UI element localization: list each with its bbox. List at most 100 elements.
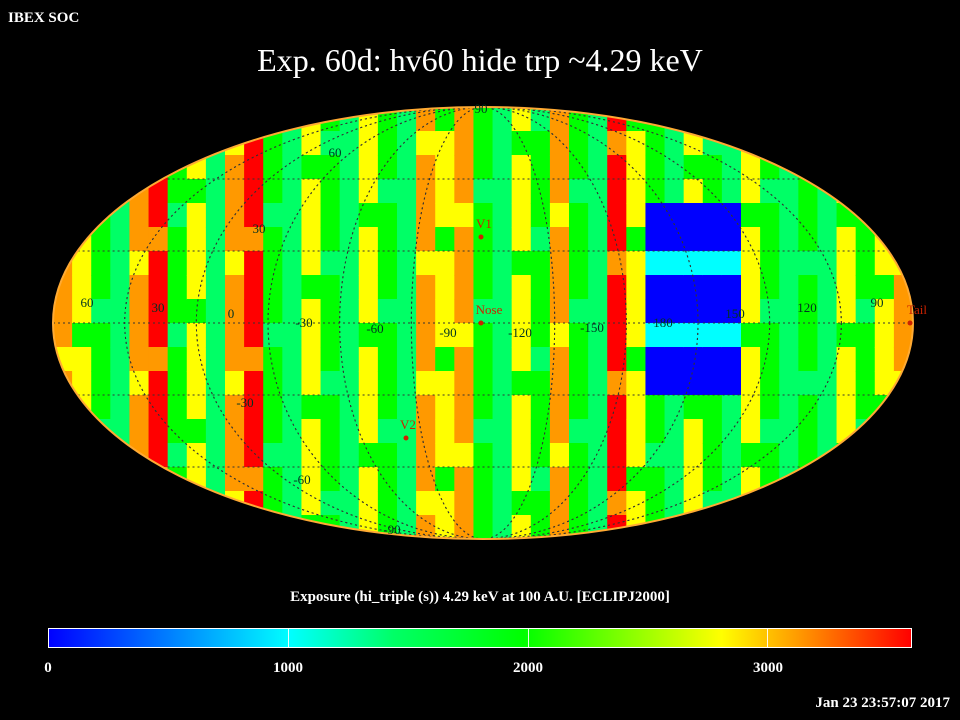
exposure-cell — [626, 395, 646, 420]
exposure-cell — [893, 155, 913, 180]
exposure-cell — [473, 275, 494, 300]
colorbar-tick — [527, 629, 529, 647]
exposure-cell — [645, 323, 666, 348]
grid-label: 150 — [725, 306, 745, 321]
exposure-cell — [549, 467, 570, 492]
exposure-cell — [282, 203, 302, 228]
exposure-cell — [721, 467, 742, 492]
exposure-cell — [167, 179, 188, 204]
exposure-cell — [511, 395, 532, 420]
exposure-cell — [416, 131, 436, 156]
grid-label: 30 — [152, 300, 165, 315]
exposure-cell — [569, 323, 589, 348]
exposure-cell — [511, 491, 532, 516]
exposure-cell — [339, 443, 360, 468]
exposure-cell — [798, 131, 818, 156]
exposure-cell — [416, 467, 436, 492]
exposure-cell — [588, 395, 608, 420]
exposure-cell — [416, 275, 436, 300]
exposure-cell — [320, 419, 341, 444]
exposure-cell — [607, 299, 627, 324]
exposure-cell — [473, 227, 494, 252]
exposure-cell — [530, 323, 551, 348]
exposure-cell — [530, 131, 551, 156]
exposure-cell — [186, 275, 207, 300]
exposure-cell — [511, 203, 532, 228]
exposure-cell — [855, 371, 876, 396]
exposure-cell — [129, 371, 150, 396]
exposure-cell — [454, 179, 474, 204]
exposure-cell — [358, 203, 379, 228]
exposure-cell — [645, 227, 666, 252]
exposure-cell — [645, 443, 666, 468]
exposure-cell — [549, 203, 570, 228]
exposure-cell — [320, 347, 341, 372]
exposure-cell — [225, 491, 245, 516]
exposure-cell — [549, 131, 570, 156]
exposure-cell — [167, 203, 188, 228]
exposure-cell — [53, 131, 73, 156]
exposure-cell — [588, 107, 608, 132]
grid-label: 60 — [81, 295, 94, 310]
exposure-cell — [741, 443, 761, 468]
exposure-cell — [110, 467, 130, 492]
exposure-cell — [263, 251, 283, 276]
exposure-cell — [721, 155, 742, 180]
exposure-cell — [569, 131, 589, 156]
exposure-cell — [645, 371, 666, 396]
exposure-cell — [129, 347, 150, 372]
exposure-cell — [855, 107, 876, 132]
exposure-cell — [358, 347, 379, 372]
exposure-cell — [626, 299, 646, 324]
exposure-cell — [549, 227, 570, 252]
exposure-cell — [110, 347, 130, 372]
exposure-cell — [492, 323, 513, 348]
exposure-cell — [855, 275, 876, 300]
exposure-cell — [645, 299, 666, 324]
exposure-cell — [339, 203, 360, 228]
exposure-cell — [492, 155, 513, 180]
exposure-cell — [339, 251, 360, 276]
exposure-cell — [454, 155, 474, 180]
exposure-cell — [167, 227, 188, 252]
exposure-cell — [263, 395, 283, 420]
exposure-cell — [320, 515, 341, 539]
exposure-cell — [263, 515, 283, 539]
exposure-cell — [607, 491, 627, 516]
exposure-cell — [836, 347, 857, 372]
exposure-cell — [664, 323, 685, 348]
header-label: IBEX SOC — [8, 10, 80, 26]
exposure-cell — [72, 323, 92, 348]
exposure-cell — [492, 131, 513, 156]
exposure-cell — [645, 467, 666, 492]
exposure-cell — [492, 203, 513, 228]
exposure-cell — [148, 395, 169, 420]
exposure-cell — [148, 515, 169, 539]
exposure-cell — [741, 515, 761, 539]
exposure-cell — [779, 179, 799, 204]
exposure-cell — [760, 251, 780, 276]
exposure-cell — [397, 467, 417, 492]
exposure-cell — [760, 347, 780, 372]
exposure-cell — [779, 443, 799, 468]
exposure-cell — [91, 515, 111, 539]
exposure-cell — [473, 179, 494, 204]
exposure-cell — [301, 179, 322, 204]
exposure-cell — [683, 347, 704, 372]
exposure-cell — [416, 179, 436, 204]
exposure-cell — [721, 227, 742, 252]
exposure-cell — [874, 107, 895, 132]
exposure-cell — [836, 515, 857, 539]
exposure-cell — [225, 179, 245, 204]
exposure-cell — [760, 395, 780, 420]
exposure-cell — [588, 443, 608, 468]
exposure-cell — [741, 251, 761, 276]
exposure-cell — [779, 299, 799, 324]
exposure-cell — [836, 107, 857, 132]
exposure-cell — [377, 203, 398, 228]
exposure-cell — [53, 179, 73, 204]
exposure-cell — [282, 131, 302, 156]
exposure-cell — [549, 371, 570, 396]
exposure-cell — [874, 299, 895, 324]
exposure-cell — [683, 515, 704, 539]
